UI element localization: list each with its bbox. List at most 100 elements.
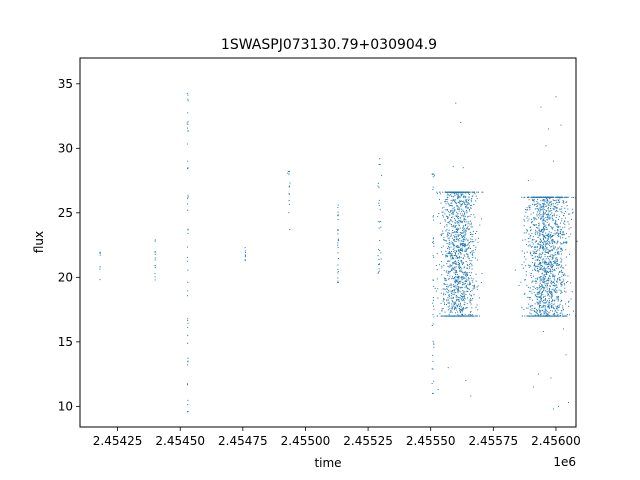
data-point	[472, 254, 474, 256]
data-point	[447, 217, 449, 219]
data-point	[539, 315, 541, 317]
data-point	[544, 263, 546, 265]
data-point	[521, 315, 523, 317]
data-point	[450, 202, 452, 204]
data-point	[555, 201, 557, 203]
data-point	[523, 261, 525, 263]
data-point	[561, 271, 563, 273]
data-point	[544, 298, 546, 299]
data-point	[530, 274, 532, 276]
data-point	[548, 302, 550, 304]
data-point	[469, 299, 471, 301]
data-point	[448, 278, 450, 280]
data-point	[464, 214, 466, 216]
data-point	[432, 188, 434, 190]
data-point	[454, 192, 456, 194]
data-point	[453, 239, 455, 241]
data-point	[560, 299, 562, 301]
data-point	[433, 241, 435, 243]
data-point	[550, 315, 552, 317]
data-point	[539, 305, 541, 307]
data-point	[462, 315, 464, 317]
data-point	[546, 267, 548, 269]
data-point	[378, 199, 380, 201]
data-point	[560, 260, 562, 262]
data-point	[154, 251, 156, 253]
data-point	[458, 202, 460, 204]
data-point	[526, 196, 528, 198]
data-point	[564, 207, 566, 209]
data-point	[538, 214, 540, 216]
data-point	[463, 246, 465, 248]
data-point	[544, 313, 546, 315]
data-point	[470, 291, 472, 293]
data-point	[557, 210, 559, 212]
data-point	[447, 309, 449, 311]
data-point	[552, 288, 554, 290]
data-point	[380, 258, 382, 260]
data-point	[451, 241, 453, 243]
data-point	[530, 254, 532, 256]
data-point	[454, 236, 456, 238]
data-point	[537, 244, 539, 245]
data-point	[436, 269, 438, 271]
data-point	[377, 272, 379, 274]
data-point	[534, 224, 536, 226]
data-point	[545, 314, 547, 316]
data-point	[546, 283, 548, 285]
data-point	[561, 281, 563, 283]
data-point	[538, 217, 540, 219]
data-point	[524, 315, 526, 317]
data-point	[434, 287, 436, 289]
data-point	[458, 235, 460, 237]
data-point	[450, 235, 452, 237]
data-point	[540, 254, 542, 256]
data-point	[464, 277, 466, 279]
data-point	[557, 248, 559, 250]
data-point	[448, 251, 450, 252]
data-point	[550, 310, 552, 312]
data-point	[466, 279, 468, 281]
data-point	[463, 238, 465, 240]
data-point	[555, 206, 557, 208]
data-point	[564, 315, 566, 317]
data-point	[539, 247, 541, 249]
data-point	[451, 257, 453, 259]
data-point	[545, 214, 547, 216]
data-point	[244, 259, 246, 261]
data-point	[444, 315, 446, 317]
data-point	[526, 229, 528, 231]
data-point	[539, 196, 541, 198]
data-point	[537, 287, 539, 289]
data-point	[550, 261, 552, 263]
data-point	[547, 209, 549, 211]
data-point	[433, 305, 435, 307]
data-point	[558, 289, 560, 291]
data-point	[457, 273, 459, 275]
data-point	[442, 230, 444, 232]
data-point	[553, 315, 555, 317]
data-point	[564, 287, 566, 289]
data-point	[458, 264, 460, 266]
data-point	[466, 273, 468, 275]
data-point	[535, 240, 537, 242]
data-point	[528, 266, 530, 268]
data-point	[337, 214, 339, 216]
data-point	[465, 204, 467, 206]
data-point	[543, 290, 545, 292]
data-point	[532, 200, 534, 202]
data-point	[460, 295, 462, 297]
data-point	[453, 235, 455, 237]
data-point	[432, 238, 434, 240]
data-point	[554, 230, 556, 232]
data-point	[460, 260, 462, 262]
data-point	[461, 200, 463, 202]
data-point	[473, 192, 475, 194]
data-point	[558, 252, 560, 254]
data-point	[534, 263, 536, 265]
data-point	[337, 246, 339, 248]
data-point	[445, 230, 447, 232]
data-point	[472, 230, 474, 232]
data-point	[187, 322, 189, 324]
x-axis-label: time	[314, 456, 341, 470]
